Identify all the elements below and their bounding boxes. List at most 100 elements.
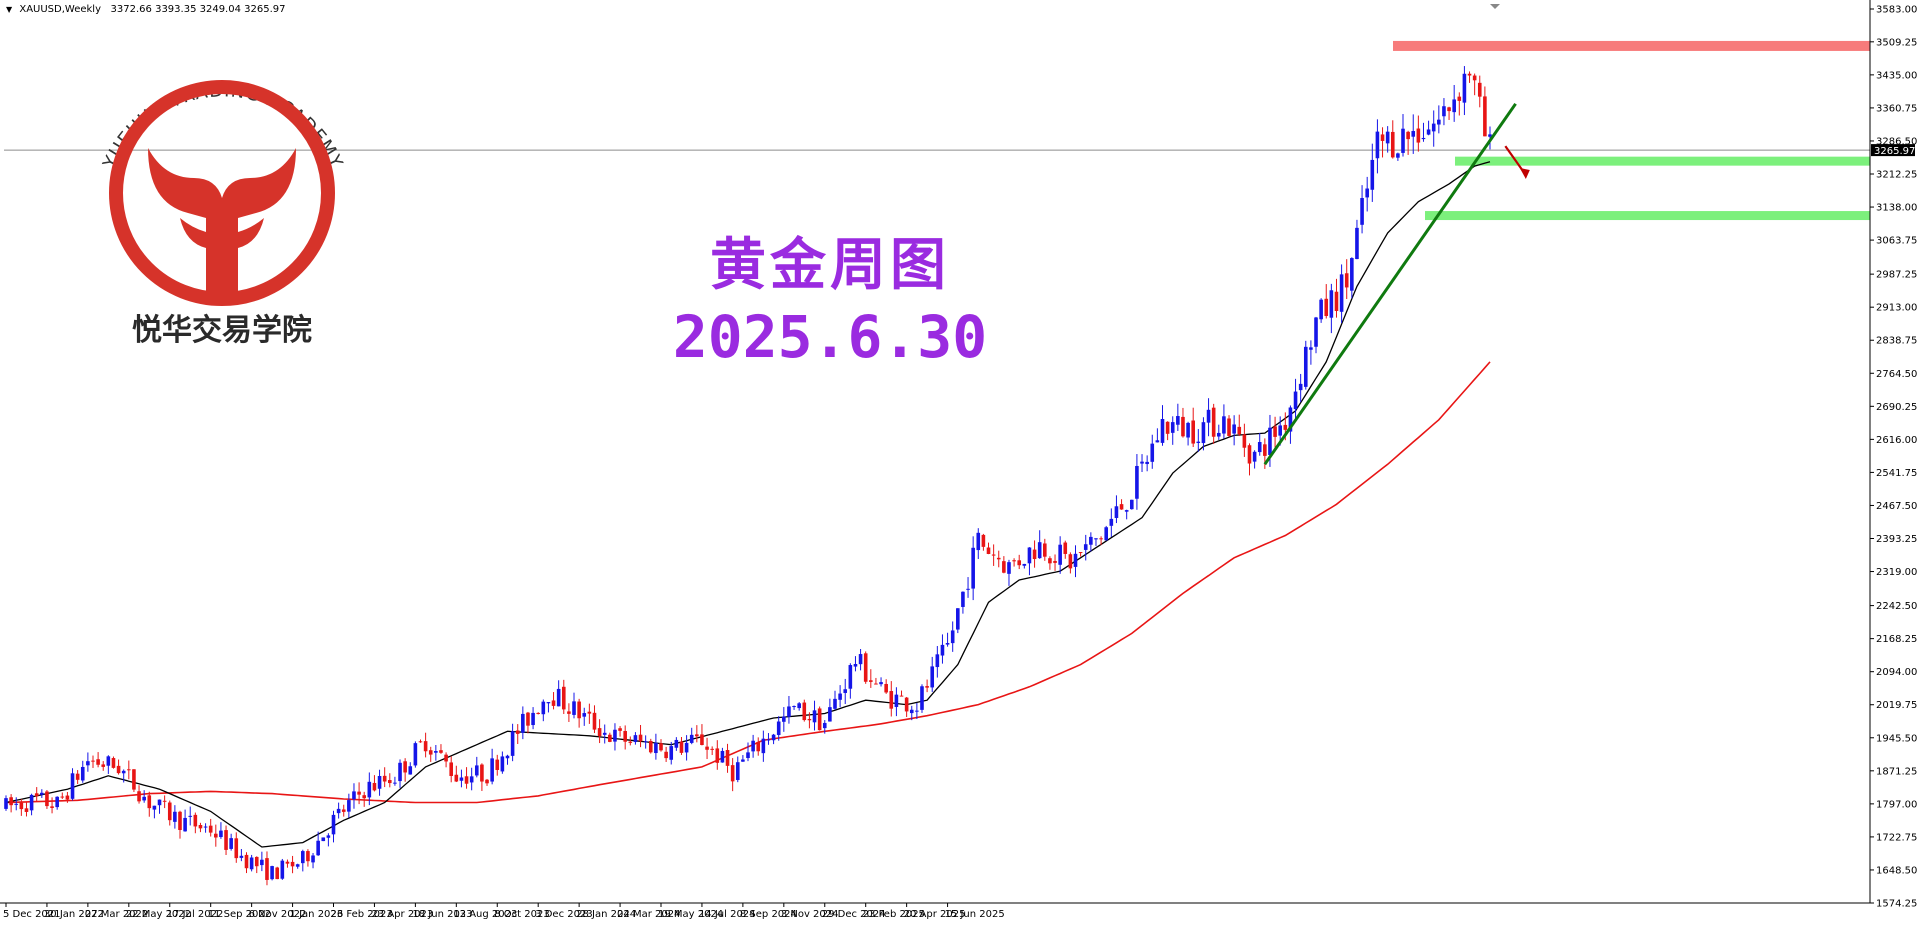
candle xyxy=(833,690,837,710)
candle xyxy=(505,754,510,765)
candle-body xyxy=(730,765,735,782)
candle xyxy=(1124,509,1129,520)
candle xyxy=(490,748,494,785)
candle-body xyxy=(224,830,228,850)
candle-body xyxy=(1298,383,1303,391)
candle-body xyxy=(387,780,392,784)
candle-body xyxy=(1037,542,1042,559)
candle xyxy=(295,863,300,869)
candle-body xyxy=(766,739,771,741)
x-tick-label: 15 Jun 2025 xyxy=(945,909,1005,920)
chart-menu-triangle-icon[interactable]: ▼ xyxy=(6,5,13,14)
candle-body xyxy=(505,755,510,759)
candle-body xyxy=(336,808,341,814)
candle-body xyxy=(1488,134,1492,137)
candle-body xyxy=(700,734,704,745)
candle-body xyxy=(797,703,801,709)
y-tick-label: 3435.00 xyxy=(1876,70,1917,81)
candle-body xyxy=(265,858,269,880)
candle-body xyxy=(577,701,581,719)
x-tick-label: 6 Nov 2022 xyxy=(249,909,307,920)
candle xyxy=(828,698,832,722)
candle-body xyxy=(956,608,960,630)
candle-body xyxy=(157,799,162,806)
candle-body xyxy=(802,702,807,721)
candle xyxy=(1396,152,1400,161)
candle xyxy=(613,723,617,751)
candle-body xyxy=(208,825,213,833)
candle xyxy=(96,752,100,768)
candle xyxy=(183,809,187,832)
candle-body xyxy=(357,791,361,795)
candle xyxy=(730,758,735,792)
candle xyxy=(439,744,443,754)
candle xyxy=(423,732,428,758)
candle-body xyxy=(234,838,239,859)
candle xyxy=(526,711,530,734)
candle-body xyxy=(490,758,494,782)
candle xyxy=(664,746,668,762)
candle xyxy=(1201,417,1206,451)
candle-body xyxy=(183,817,187,832)
candle-body xyxy=(1462,73,1467,103)
y-tick-label: 2541.75 xyxy=(1876,468,1917,479)
candle xyxy=(80,760,85,783)
candle xyxy=(582,707,587,726)
candle xyxy=(393,776,397,786)
candle xyxy=(265,851,269,886)
candle-body xyxy=(669,746,674,760)
candle-body xyxy=(152,805,157,810)
candle-body xyxy=(1344,273,1349,288)
candle xyxy=(602,724,607,744)
candle-body xyxy=(909,709,914,714)
candle-body xyxy=(1329,290,1334,318)
candle xyxy=(254,856,259,874)
candle xyxy=(1406,130,1410,155)
candle xyxy=(1068,552,1073,574)
candle-body xyxy=(1442,106,1446,117)
candle-body xyxy=(1043,543,1047,557)
candle-body xyxy=(1232,424,1236,434)
candle xyxy=(1083,534,1088,561)
candle xyxy=(485,778,489,786)
candle xyxy=(86,752,90,772)
candle-body xyxy=(761,738,766,754)
candle-body xyxy=(285,861,290,864)
candle-body xyxy=(725,750,730,766)
candle xyxy=(24,801,29,817)
candle xyxy=(347,793,351,818)
candle xyxy=(1447,106,1451,120)
candle xyxy=(1252,450,1257,469)
candle xyxy=(986,542,991,555)
x-tick-label: 23 Feb 2025 xyxy=(863,909,925,920)
candle xyxy=(1360,185,1364,234)
candle xyxy=(1181,407,1185,438)
candle xyxy=(1324,284,1329,319)
candle xyxy=(65,791,70,803)
candle-body xyxy=(1293,391,1298,410)
candle-body xyxy=(198,825,203,829)
candle xyxy=(551,692,556,710)
candle-body xyxy=(142,796,146,801)
chart-overlay-title: 黄金周图 xyxy=(710,232,950,298)
candle xyxy=(1196,429,1201,452)
candle xyxy=(142,790,146,803)
candle-body xyxy=(341,809,346,812)
candle-body xyxy=(735,762,740,780)
candle xyxy=(1145,455,1149,472)
candle-body xyxy=(1273,426,1277,437)
chart-overlay-date: 2025.6.30 xyxy=(672,303,988,371)
candle-body xyxy=(408,766,413,775)
candle xyxy=(188,806,193,826)
candle-body xyxy=(1201,422,1206,444)
candle xyxy=(1222,404,1226,439)
candle xyxy=(884,679,888,694)
candle-body xyxy=(1211,407,1216,437)
candle xyxy=(1416,115,1421,152)
candle xyxy=(623,725,627,750)
candle xyxy=(1472,73,1477,96)
candle-body xyxy=(1334,291,1339,312)
candle-body xyxy=(86,761,90,766)
